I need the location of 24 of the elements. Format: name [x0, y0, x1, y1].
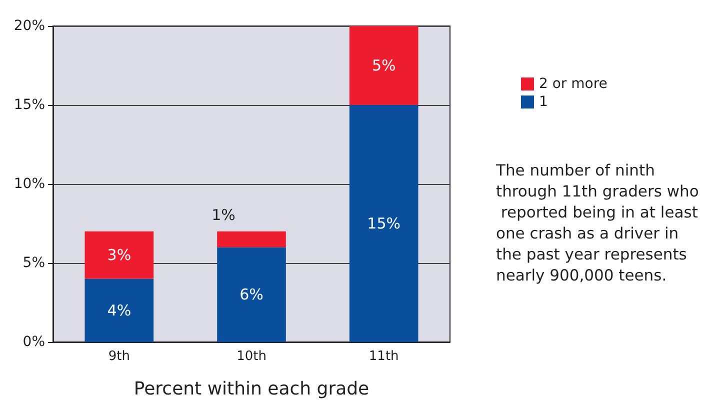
data-label: 3% [107, 246, 132, 264]
bar [84, 231, 154, 279]
data-label: 6% [240, 286, 264, 304]
x-tick-label: 10th [236, 349, 266, 364]
y-tick-label: 0% [22, 334, 45, 350]
legend-label: 1 [539, 94, 548, 110]
data-label: 5% [372, 56, 396, 74]
y-tick-label: 20% [14, 18, 45, 34]
data-label: 15% [367, 214, 401, 232]
x-axis-title: Percent within each grade [134, 378, 370, 400]
y-tick-label: 10% [14, 176, 45, 192]
data-label: 4% [107, 301, 132, 320]
y-tick-label: 15% [14, 97, 45, 113]
data-label: 1% [212, 206, 236, 224]
bar [217, 231, 286, 248]
x-tick-label: 11th [368, 349, 399, 364]
bar [349, 26, 418, 105]
legend-label: 2 or more [539, 76, 608, 92]
x-tick-label: 9th [108, 349, 130, 364]
text: The number of ninth through 11th graders who reported being in at least one crash as a driver in the past year represents nearly 900,000 teens. [495, 162, 703, 284]
y-tick-label: 5% [22, 255, 45, 271]
bar [349, 105, 418, 342]
bar [217, 247, 286, 342]
bar [84, 278, 154, 342]
